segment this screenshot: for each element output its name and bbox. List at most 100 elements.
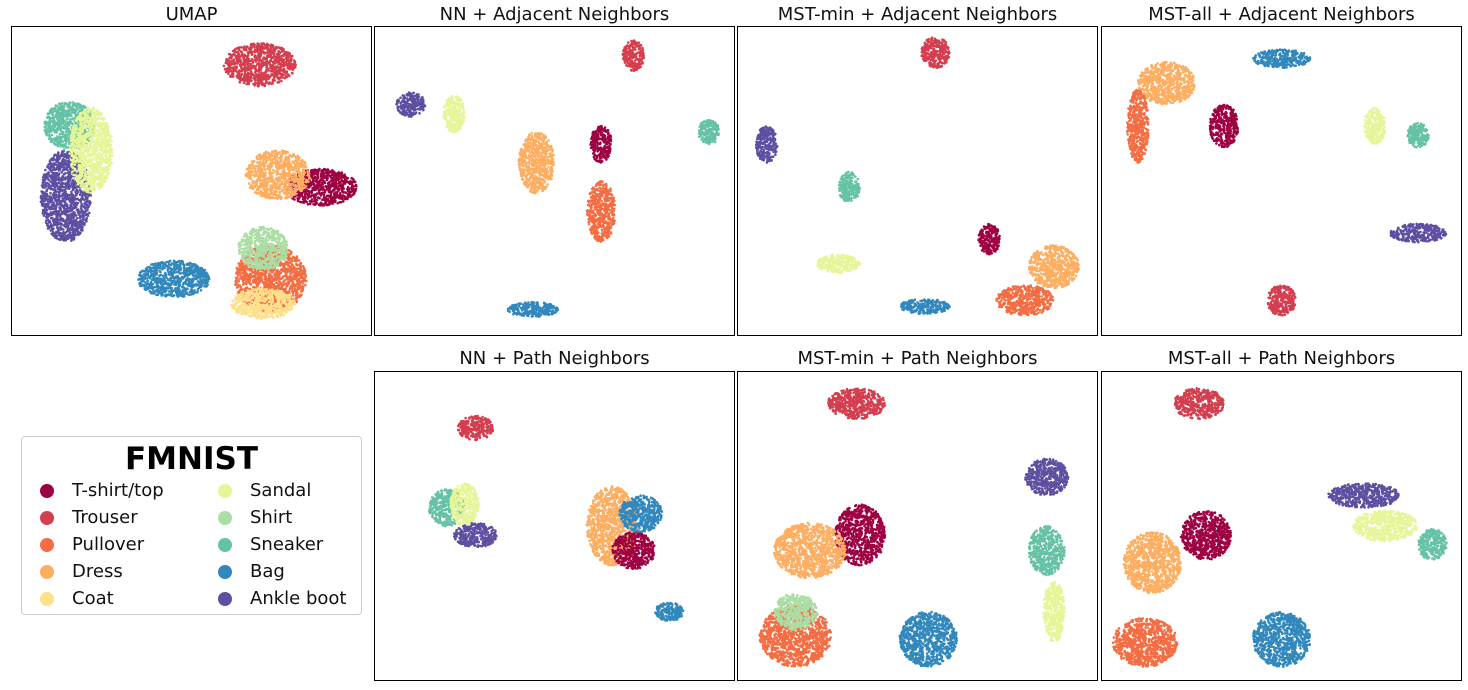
- plot-area: [11, 26, 372, 336]
- cluster-t-shirt-top: [611, 531, 656, 570]
- legend-item: Coat: [40, 585, 114, 612]
- scatter-plot: [39, 42, 358, 320]
- cluster-bag: [1252, 610, 1311, 668]
- plot-area: [374, 371, 735, 681]
- cluster-ankle-boot: [754, 125, 779, 164]
- legend-label: T-shirt/top: [72, 480, 164, 501]
- cluster-ankle-boot: [1389, 222, 1448, 244]
- legend-marker: [40, 537, 54, 552]
- cluster-sandal: [442, 95, 466, 134]
- cluster-trouser: [222, 42, 297, 88]
- panel-title: NN + Adjacent Neighbors: [374, 2, 735, 28]
- panel-title: MST-min + Path Neighbors: [737, 346, 1098, 372]
- cluster-bag: [654, 601, 685, 622]
- cluster-sandal: [1042, 580, 1066, 643]
- legend-marker: [40, 591, 54, 606]
- cluster-dress: [772, 521, 847, 580]
- legend-label: Coat: [72, 588, 114, 609]
- cluster-sneaker: [697, 118, 720, 146]
- cluster-t-shirt-top: [1179, 510, 1232, 561]
- scatter-plot: [754, 36, 1080, 317]
- legend-marker: [218, 564, 232, 579]
- scatter-plot: [1126, 48, 1448, 317]
- panel-mstall-adjacent: MST-all + Adjacent Neighbors: [1101, 2, 1462, 336]
- cluster-sneaker: [837, 170, 862, 202]
- legend-marker: [40, 510, 54, 525]
- cluster-ankle-boot: [1024, 457, 1070, 496]
- legend-label: Bag: [250, 561, 285, 582]
- cluster-shirt: [773, 593, 818, 632]
- cluster-trouser: [621, 39, 646, 72]
- scatter-plot: [1111, 387, 1448, 668]
- legend-label: Sandal: [250, 480, 311, 501]
- cluster-t-shirt-top: [977, 222, 1001, 256]
- scatter-plot: [428, 414, 685, 622]
- cluster-shirt: [237, 225, 290, 271]
- cluster-sandal: [1352, 509, 1418, 543]
- legend: FMNIST T-shirt/top Trouser Pullover Dres…: [21, 436, 362, 615]
- legend-label: Ankle boot: [250, 588, 346, 609]
- legend-item: Sandal: [218, 477, 311, 504]
- legend-item: Trouser: [40, 504, 138, 531]
- cluster-t-shirt-top: [834, 503, 887, 567]
- cluster-ankle-boot: [453, 522, 498, 548]
- legend-item: Bag: [218, 558, 285, 585]
- cluster-trouser: [1266, 284, 1297, 317]
- cluster-t-shirt-top: [589, 124, 613, 164]
- cluster-sandal: [449, 482, 481, 527]
- cluster-trouser: [456, 414, 495, 442]
- panel-title: UMAP: [11, 2, 372, 28]
- legend-item: Ankle boot: [218, 585, 346, 612]
- legend-label: Trouser: [72, 507, 138, 528]
- legend-marker: [40, 483, 54, 498]
- cluster-trouser: [827, 387, 887, 421]
- cluster-coat: [230, 286, 297, 320]
- panel-umap: UMAP: [11, 2, 372, 336]
- cluster-dress: [244, 149, 311, 201]
- legend-marker: [218, 483, 232, 498]
- cluster-trouser: [920, 36, 951, 69]
- cluster-sneaker: [1027, 525, 1066, 577]
- cluster-sneaker: [1417, 527, 1448, 561]
- legend-label: Dress: [72, 561, 123, 582]
- panel-title: MST-all + Path Neighbors: [1101, 346, 1462, 372]
- plot-area: [374, 26, 735, 336]
- legend-marker: [40, 564, 54, 579]
- legend-marker: [218, 510, 232, 525]
- cluster-t-shirt-top: [1208, 103, 1239, 149]
- panel-title: MST-min + Adjacent Neighbors: [737, 2, 1098, 28]
- cluster-dress: [1122, 531, 1182, 595]
- cluster-ankle-boot: [1327, 482, 1400, 509]
- legend-label: Pullover: [72, 534, 144, 555]
- cluster-trouser: [1173, 387, 1225, 421]
- legend-item: T-shirt/top: [40, 477, 164, 504]
- cluster-ankle-boot: [395, 91, 427, 118]
- cluster-pullover: [995, 284, 1055, 317]
- cluster-dress: [1028, 244, 1080, 290]
- cluster-dress: [1136, 60, 1196, 106]
- cluster-bag: [137, 259, 211, 298]
- legend-item: Sneaker: [218, 531, 323, 558]
- cluster-bag: [1252, 48, 1312, 69]
- cluster-sneaker: [1406, 121, 1430, 149]
- plot-area: [737, 371, 1098, 681]
- legend-title: FMNIST: [22, 439, 361, 479]
- cluster-bag: [506, 300, 560, 318]
- legend-label: Sneaker: [250, 534, 323, 555]
- plot-area: [1101, 371, 1462, 681]
- panel-title: MST-all + Adjacent Neighbors: [1101, 2, 1462, 28]
- cluster-sandal: [1363, 106, 1387, 145]
- legend-item: Dress: [40, 558, 123, 585]
- cluster-pullover: [585, 180, 616, 243]
- cluster-pullover: [1111, 617, 1179, 668]
- panel-mstall-path: MST-all + Path Neighbors: [1101, 346, 1462, 681]
- cluster-bag: [898, 610, 958, 668]
- plot-area: [1101, 26, 1462, 336]
- cluster-sandal: [816, 253, 862, 274]
- panel-title: NN + Path Neighbors: [374, 346, 735, 372]
- legend-label: Shirt: [250, 507, 292, 528]
- legend-item: Pullover: [40, 531, 144, 558]
- legend-marker: [218, 591, 232, 606]
- cluster-bag: [618, 494, 664, 533]
- panel-nn-adjacent: NN + Adjacent Neighbors: [374, 2, 735, 336]
